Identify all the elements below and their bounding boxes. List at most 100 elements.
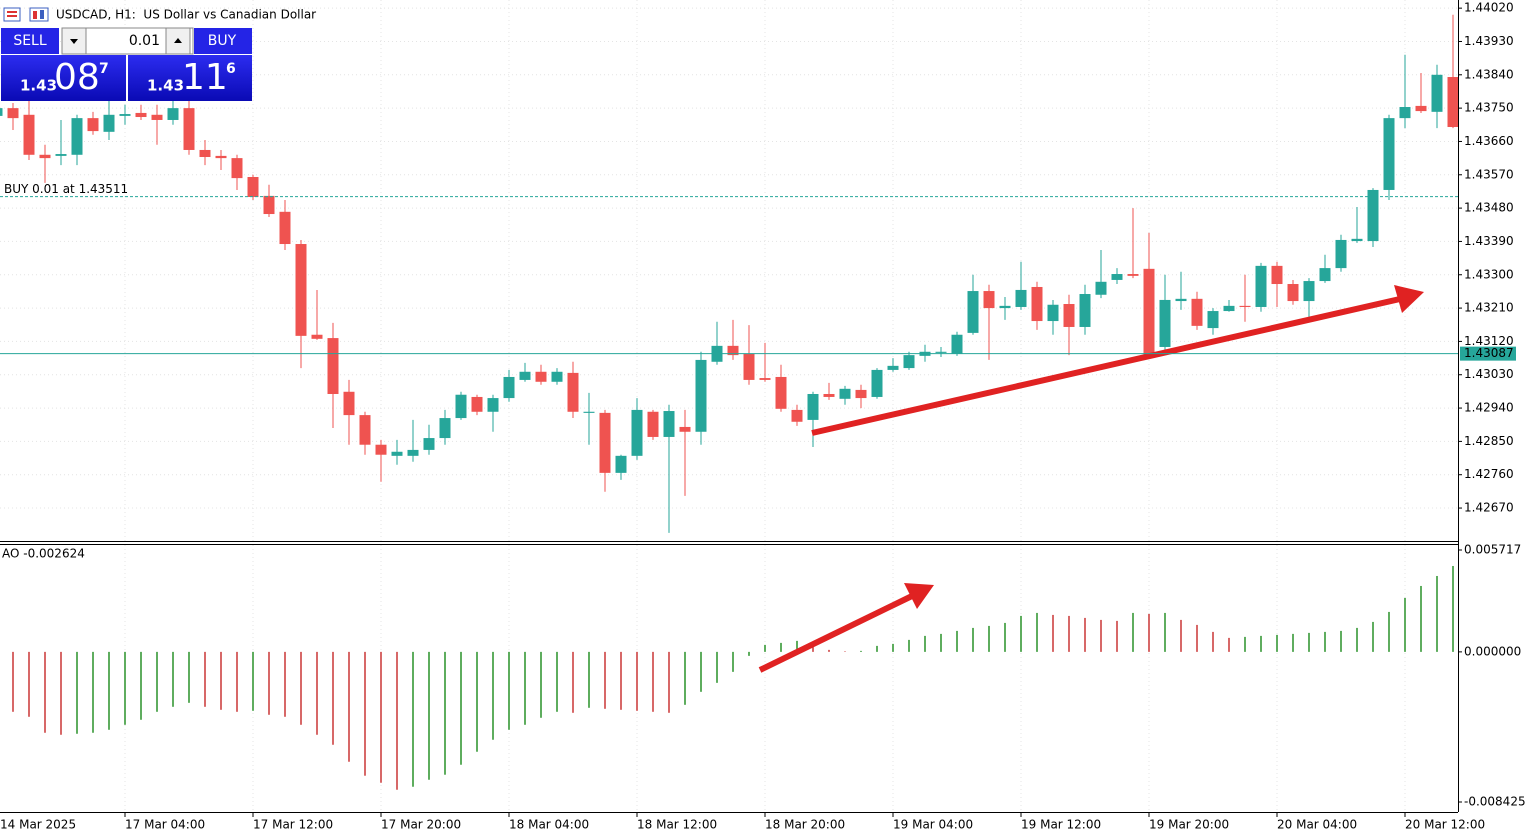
sell-price-pips: 08 [54,57,100,98]
candle-body [1447,77,1459,128]
x-tick-label: 17 Mar 12:00 [253,818,333,832]
candle-body [823,393,835,397]
ao-arrow [758,593,914,673]
x-tick-label: 18 Mar 04:00 [509,818,589,832]
buy-price-box[interactable] [128,55,252,101]
y-tick-label: 1.43030 [1464,367,1514,381]
lot-down-arrow [70,39,78,44]
candle-body [743,354,755,380]
y-tick-label: 1.42940 [1464,401,1514,415]
x-tick-label: 20 Mar 04:00 [1277,818,1357,832]
candle-body [807,393,819,420]
plot [0,14,1459,790]
candle-body [87,118,99,132]
arrow-head [904,583,934,609]
price-tag-label: 1.43087 [1464,346,1514,360]
candle-body [167,108,179,120]
x-tick-label: 19 Mar 20:00 [1149,818,1229,832]
y-tick-label: 1.43120 [1464,334,1514,348]
y-tick-label: 1.42760 [1464,467,1514,481]
candle-body [263,195,275,215]
candle-body [1111,274,1123,280]
candle-body [1159,299,1171,347]
buy-button[interactable] [194,28,252,54]
y-tick-label: 1.43930 [1464,34,1514,48]
candle-body [1287,284,1299,302]
candle-body [407,449,419,456]
x-tick-label: 18 Mar 12:00 [637,818,717,832]
candle-body [1383,118,1395,190]
buy-price-pips: 11 [182,57,228,98]
candle-body [887,365,899,370]
candle-body [791,409,803,422]
candle-body [1015,289,1027,307]
trend-arrow [811,296,1401,436]
arrow-head [1394,285,1424,313]
candle-body [759,378,771,380]
candle-body [327,338,339,394]
candle-body [1351,238,1363,242]
candle-body [1191,298,1203,326]
candle-body [1319,268,1331,282]
sell-price-box[interactable] [1,55,126,101]
candle-body [39,154,51,159]
candle-body [631,409,643,456]
candle-body [1095,281,1107,295]
x-tick-label: 20 Mar 12:00 [1405,818,1485,832]
y-tick-label: 1.42850 [1464,434,1514,448]
lot-value[interactable]: 0.01 [129,33,160,49]
candle-body [55,154,67,156]
candle-body [871,369,883,397]
candle-body [295,244,307,336]
candle-body [967,291,979,333]
sell-label[interactable]: SELL [13,33,47,49]
candle-body [1063,304,1075,327]
sell-button[interactable] [1,28,59,54]
y-tick-label: 1.43660 [1464,134,1514,148]
x-tick-label: 17 Mar 20:00 [381,818,461,832]
y-tick-label: -0.008425 [1464,795,1526,809]
y-tick-label: 1.43840 [1464,67,1514,81]
candle-body [487,398,499,412]
y-tick-label: 1.44020 [1464,1,1514,15]
candle-body [199,149,211,158]
candle-body [583,411,595,413]
symbol-title: USDCAD, H1: US Dollar vs Canadian Dollar [56,8,316,22]
lot-up-arrow [174,38,182,43]
annotation-arrows [758,285,1424,673]
candle-body [599,412,611,473]
candle-body [855,389,867,399]
candle-body [215,155,227,159]
x-tick-label: 18 Mar 20:00 [765,818,845,832]
candle-body [231,158,243,179]
candle-body [935,351,947,353]
candle-body [1255,265,1267,307]
candle-body [23,114,35,155]
header-icons [3,7,49,22]
icon [40,10,44,19]
candle-body [119,114,131,116]
candle-body [1335,239,1347,269]
candle-body [983,291,995,309]
candle-body [1079,294,1091,327]
candle-body [1271,265,1283,285]
candle-body [679,426,691,432]
candle-body [999,305,1011,309]
candle-body [1127,274,1139,276]
candle-body [1207,311,1219,329]
sell-price-fraction: 7 [99,61,109,77]
candle-body [1031,286,1043,322]
buy-label[interactable]: BUY [208,33,237,49]
candle-body [551,371,563,382]
candle-body [647,411,659,437]
candle-body [615,455,627,473]
candle-body [71,118,83,155]
candle-body [503,376,515,399]
indicator-label: AO -0.002624 [2,547,85,561]
candle-body [903,355,915,369]
price-tag [1460,346,1516,361]
grid [0,0,1458,812]
icon [3,7,21,22]
